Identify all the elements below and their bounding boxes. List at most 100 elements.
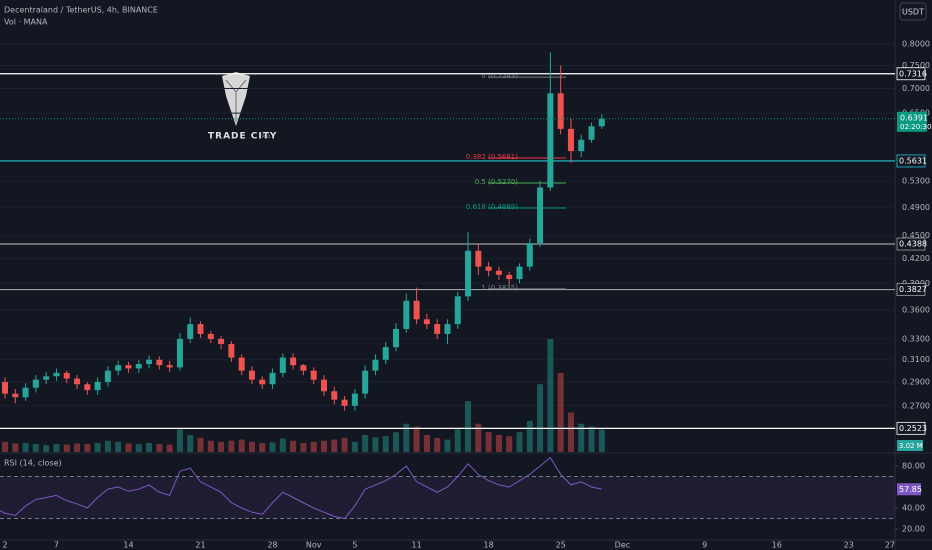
- candle-body: [279, 357, 286, 373]
- price-tag: [896, 154, 926, 168]
- volume-bar: [290, 440, 297, 452]
- rsi-title: RSI (14, close): [4, 459, 62, 468]
- x-tick-label: 7: [54, 541, 59, 550]
- candle-body: [320, 379, 327, 392]
- volume-bar: [12, 443, 19, 452]
- x-tick-label: Nov: [306, 541, 322, 550]
- volume-bar: [259, 442, 266, 452]
- volume-bar: [351, 441, 358, 452]
- price-tag: [896, 67, 926, 81]
- x-tick-label: 2: [2, 541, 7, 550]
- candle-body: [516, 266, 523, 280]
- candle-body: [84, 384, 91, 391]
- candle-body: [495, 270, 502, 275]
- x-tick-label: 14: [123, 541, 133, 550]
- volume-bar: [454, 429, 461, 452]
- volume-bar: [146, 442, 153, 452]
- candle-body: [331, 391, 338, 400]
- candle-body: [32, 379, 39, 388]
- volume-bar: [413, 426, 420, 452]
- volume-bar: [63, 444, 70, 452]
- candle-body: [423, 319, 430, 325]
- x-tick-label: 18: [484, 541, 494, 550]
- volume-bar: [444, 439, 451, 452]
- candle-body: [187, 324, 194, 339]
- x-tick-label: Dec: [615, 541, 630, 550]
- volume-bar: [269, 442, 276, 452]
- candle-body: [465, 250, 472, 297]
- x-tick-label: 11: [412, 541, 422, 550]
- candle-body: [135, 364, 142, 369]
- y-tick-label: 0.2700: [902, 401, 930, 410]
- fib-label: 0.382 (0.5681): [466, 153, 518, 161]
- candle-body: [403, 300, 410, 329]
- volume-bar: [485, 432, 492, 452]
- volume-bar: [84, 444, 91, 452]
- x-tick-label: 23: [844, 541, 854, 550]
- candle-body: [351, 393, 358, 406]
- candle-body: [526, 243, 533, 267]
- price-tag-label: 0.7316: [899, 69, 927, 78]
- volume-tag: [897, 440, 923, 451]
- last-price-label: 0.6391: [900, 113, 928, 122]
- x-tick-label: 25: [556, 541, 566, 550]
- candle-body: [547, 93, 554, 188]
- candle-body: [393, 328, 400, 348]
- candle-body: [506, 274, 513, 280]
- last-price-tag: [897, 111, 927, 132]
- logo: TRADE CITY PRO: [208, 72, 276, 142]
- candle-body: [207, 333, 214, 339]
- candle-body: [94, 381, 101, 391]
- volume-bar: [115, 441, 122, 452]
- volume-bar: [598, 429, 605, 452]
- y-tick-label: 0.3100: [902, 355, 930, 364]
- candle-body: [156, 359, 163, 366]
- volume-bar: [465, 401, 472, 452]
- fib-label: 0 (0.7243): [481, 72, 518, 80]
- candle-body: [12, 393, 19, 398]
- y-tick-label: 0.2900: [902, 377, 930, 386]
- y-tick-label: 0.4200: [902, 254, 930, 263]
- candle-body: [104, 370, 111, 382]
- candle-body: [310, 370, 317, 380]
- candle-body: [341, 399, 348, 406]
- candle-body: [382, 347, 389, 360]
- volume-bar: [300, 442, 307, 452]
- candle-body: [166, 365, 173, 368]
- volume-bar: [434, 437, 441, 452]
- fib-label: 1 (0.3835): [481, 284, 518, 292]
- volume-bar: [588, 426, 595, 452]
- logo-lines: [225, 79, 247, 122]
- candle-body: [444, 324, 451, 334]
- volume-bar: [74, 443, 81, 452]
- candle-body: [53, 372, 60, 377]
- y-tick-label: 0.8000: [902, 40, 930, 49]
- x-tick-label: 5: [352, 541, 357, 550]
- y-tick-label: 0.7000: [902, 84, 930, 93]
- candle-body: [567, 128, 574, 152]
- volume-bar: [578, 423, 585, 452]
- candle-body: [413, 300, 420, 320]
- price-tag: [896, 421, 926, 435]
- volume-tag-label: 3.02 M: [899, 442, 923, 450]
- candle-body: [537, 187, 544, 244]
- y-tick-label: 0.4900: [902, 203, 930, 212]
- volume-bar: [475, 423, 482, 452]
- candle-body: [454, 296, 461, 325]
- candle-body: [485, 266, 492, 271]
- volume-bar: [382, 436, 389, 452]
- x-tick-label: 16: [772, 541, 782, 550]
- rsi-tick-label: 20.00: [902, 524, 925, 533]
- candle-body: [578, 139, 585, 152]
- candle-body: [248, 370, 255, 380]
- currency-button[interactable]: [899, 2, 927, 21]
- x-tick-label: 21: [195, 541, 205, 550]
- volume-bar: [2, 441, 8, 452]
- price-tag: [896, 283, 926, 296]
- candle-body: [125, 365, 132, 369]
- candle-body: [63, 372, 70, 379]
- chart-subtitle: Vol · MANA: [4, 18, 48, 27]
- candle-body: [434, 324, 441, 334]
- candle-body: [300, 365, 307, 371]
